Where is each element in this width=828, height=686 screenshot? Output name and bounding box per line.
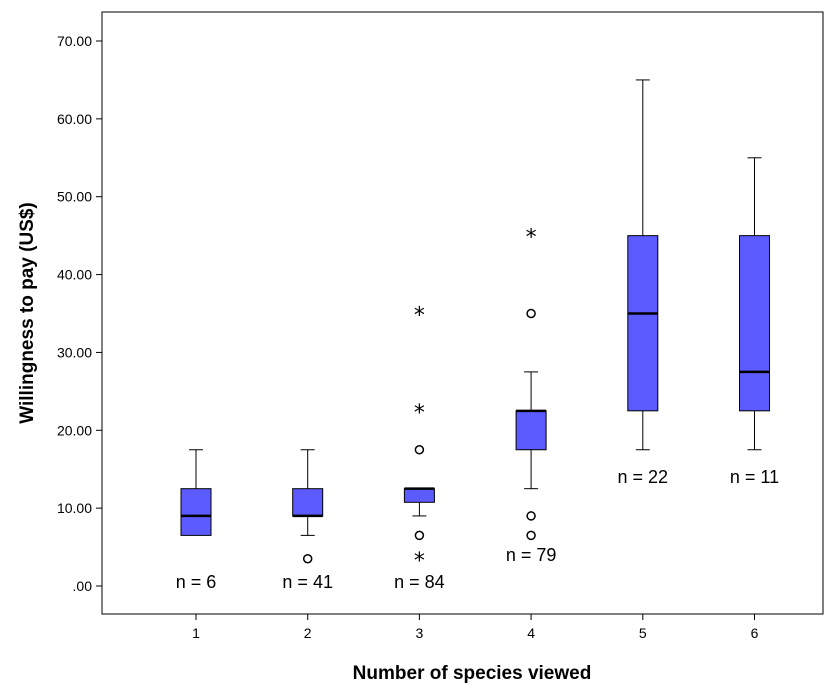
outlier-point: [526, 308, 536, 319]
n-label: n = 22: [618, 467, 669, 487]
plot-frame: [101, 11, 824, 615]
box: [180, 488, 212, 536]
y-tick-label: .00: [73, 578, 93, 594]
extreme-point: *: [414, 304, 425, 329]
extreme-point: *: [414, 549, 425, 574]
box-group-6: n = 11: [730, 157, 779, 487]
n-label: n = 41: [282, 572, 333, 592]
y-axis: .00 10.00 20.00 30.00 40.00 50.00 60.00 70.00: [57, 33, 102, 594]
n-label: n = 79: [506, 545, 557, 565]
n-label: n = 11: [730, 467, 779, 487]
y-axis-title: Willingness to pay (US$): [17, 202, 38, 424]
extreme-point: *: [414, 401, 425, 426]
outlier-point: [526, 530, 536, 541]
y-tick-label: 50.00: [57, 189, 92, 205]
y-tick-label: 10.00: [57, 500, 92, 516]
x-tick-label: 4: [527, 625, 535, 641]
extreme-point: *: [526, 226, 537, 251]
box: [292, 488, 324, 517]
box-group-4: * n = 79: [506, 226, 557, 565]
box: [403, 488, 435, 503]
outlier-point: [414, 530, 425, 541]
box-group-1: n = 6: [176, 449, 217, 592]
box-group-2: n = 41: [282, 449, 333, 592]
n-label: n = 6: [176, 572, 217, 592]
y-tick-label: 70.00: [57, 33, 92, 49]
outlier-point: [302, 554, 313, 564]
outlier-point: [414, 445, 425, 455]
y-tick-label: 60.00: [57, 111, 92, 127]
x-tick-label: 5: [639, 625, 647, 641]
n-label: n = 84: [394, 572, 445, 592]
box-group-5: n = 22: [618, 79, 669, 487]
y-tick-label: 40.00: [57, 267, 92, 283]
y-tick-label: 20.00: [57, 422, 92, 438]
box: [627, 235, 659, 412]
outlier-point: [526, 511, 536, 521]
x-axis-title: Number of species viewed: [353, 663, 592, 684]
x-tick-label: 1: [192, 625, 200, 641]
x-tick-label: 2: [304, 625, 312, 641]
y-tick-label: 30.00: [57, 344, 92, 360]
box: [739, 235, 770, 412]
x-axis: 1 2 3 4 5 6: [192, 614, 759, 641]
x-tick-label: 6: [751, 625, 759, 641]
box-group-3: ***n = 84: [394, 304, 445, 593]
x-tick-label: 3: [416, 625, 424, 641]
box: [515, 410, 547, 451]
